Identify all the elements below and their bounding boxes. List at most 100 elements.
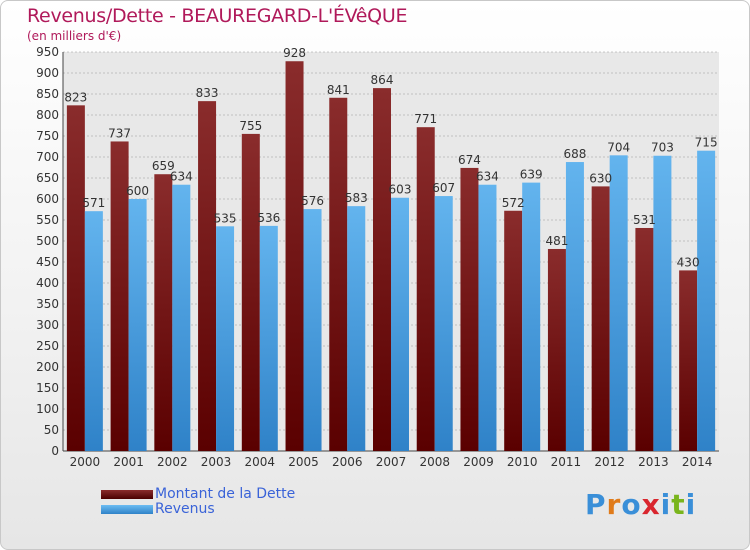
bar-revenus xyxy=(522,182,541,451)
data-label-revenus: 715 xyxy=(695,136,718,150)
y-tick-label: 300 xyxy=(36,318,59,332)
data-label-dette: 430 xyxy=(677,255,700,269)
bar-dette xyxy=(547,248,566,451)
bar-dette xyxy=(110,141,129,451)
data-label-revenus: 704 xyxy=(607,140,630,154)
bar-dette xyxy=(460,167,479,452)
bar-dette xyxy=(241,133,260,451)
x-tick-label: 2009 xyxy=(463,455,494,469)
y-tick-label: 500 xyxy=(36,234,59,248)
y-tick-label: 750 xyxy=(36,129,59,143)
y-tick-label: 0 xyxy=(51,444,59,458)
logo-letter: o xyxy=(621,488,642,521)
data-label-dette: 928 xyxy=(283,46,306,60)
y-tick-label: 400 xyxy=(36,276,59,290)
data-label-revenus: 607 xyxy=(432,181,455,195)
data-label-revenus: 576 xyxy=(301,194,324,208)
legend-swatch-dette xyxy=(101,489,153,499)
chart-title: Revenus/Dette - BEAUREGARD-L'ÉVêQUE xyxy=(27,5,408,27)
data-label-dette: 841 xyxy=(327,83,350,97)
bar-revenus xyxy=(84,211,103,451)
data-label-dette: 833 xyxy=(196,86,219,100)
bar-revenus xyxy=(128,199,147,451)
bar-dette xyxy=(373,88,391,452)
y-tick-label: 450 xyxy=(36,255,59,269)
x-tick-label: 2003 xyxy=(201,455,232,469)
bar-dette xyxy=(285,61,304,452)
x-tick-label: 2014 xyxy=(682,455,713,469)
legend-item-revenus: Revenus xyxy=(101,502,295,517)
x-tick-label: 2007 xyxy=(376,455,407,469)
y-tick-label: 950 xyxy=(36,45,59,59)
y-tick-label: 50 xyxy=(44,423,59,437)
y-tick-label: 850 xyxy=(36,87,59,101)
data-label-revenus: 639 xyxy=(520,168,543,182)
y-tick-label: 200 xyxy=(36,360,59,374)
data-label-revenus: 536 xyxy=(257,211,280,225)
bar-dette xyxy=(679,270,698,451)
data-label-revenus: 634 xyxy=(170,170,193,184)
x-tick-label: 2008 xyxy=(419,455,450,469)
data-label-dette: 630 xyxy=(589,171,612,185)
y-tick-label: 550 xyxy=(36,213,59,227)
bar-revenus xyxy=(259,225,278,451)
data-label-dette: 755 xyxy=(239,119,262,133)
data-label-dette: 737 xyxy=(108,126,131,140)
data-label-revenus: 583 xyxy=(345,191,368,205)
data-label-revenus: 688 xyxy=(563,147,586,161)
bar-revenus xyxy=(478,184,497,451)
logo-letter: P xyxy=(585,488,607,521)
y-tick-label: 250 xyxy=(36,339,59,353)
x-tick-label: 2006 xyxy=(332,455,363,469)
bar-revenus xyxy=(303,209,322,451)
chart-subtitle: (en milliers d'€) xyxy=(27,29,122,43)
x-tick-label: 2013 xyxy=(638,455,669,469)
bar-dette xyxy=(591,186,610,451)
legend-item-dette: Montant de la Dette xyxy=(101,487,295,502)
y-tick-label: 700 xyxy=(36,150,59,164)
bar-dette xyxy=(154,174,173,451)
data-label-dette: 572 xyxy=(502,196,525,210)
logo-letter: x xyxy=(641,488,661,521)
logo-letter: i xyxy=(685,488,697,521)
bar-dette xyxy=(66,105,85,451)
bar-revenus xyxy=(391,197,409,451)
bar-revenus xyxy=(216,226,235,451)
data-label-dette: 674 xyxy=(458,153,481,167)
data-label-dette: 531 xyxy=(633,213,656,227)
bar-revenus xyxy=(347,206,366,451)
bar-revenus xyxy=(609,155,628,451)
x-tick-label: 2002 xyxy=(157,455,188,469)
logo-letter: t xyxy=(671,488,686,521)
x-tick-label: 2010 xyxy=(507,455,538,469)
data-label-revenus: 603 xyxy=(389,183,412,197)
data-label-dette: 864 xyxy=(371,73,394,87)
x-tick-label: 2000 xyxy=(70,455,101,469)
bar-dette xyxy=(329,97,348,451)
legend-swatch-revenus xyxy=(101,504,153,514)
y-tick-label: 150 xyxy=(36,381,59,395)
x-tick-label: 2011 xyxy=(551,455,582,469)
x-tick-label: 2001 xyxy=(113,455,144,469)
y-tick-label: 600 xyxy=(36,192,59,206)
y-tick-label: 650 xyxy=(36,171,59,185)
legend-label-revenus: Revenus xyxy=(155,501,215,517)
legend-label-dette: Montant de la Dette xyxy=(155,486,296,502)
data-label-dette: 823 xyxy=(64,90,87,104)
logo-letter: r xyxy=(606,488,622,521)
bar-revenus xyxy=(653,155,672,452)
proxiti-logo: Proxiti xyxy=(585,488,696,521)
data-label-dette: 771 xyxy=(414,112,437,126)
x-tick-label: 2012 xyxy=(594,455,625,469)
logo-letter: i xyxy=(660,488,672,521)
bar-revenus xyxy=(434,196,453,451)
data-label-revenus: 600 xyxy=(126,184,149,198)
bar-revenus xyxy=(172,184,191,451)
y-tick-label: 350 xyxy=(36,297,59,311)
y-tick-label: 900 xyxy=(36,66,59,80)
data-label-dette: 481 xyxy=(545,234,568,248)
data-label-dette: 659 xyxy=(152,159,175,173)
data-label-revenus: 634 xyxy=(476,170,499,184)
legend: Montant de la Dette Revenus xyxy=(101,487,295,517)
